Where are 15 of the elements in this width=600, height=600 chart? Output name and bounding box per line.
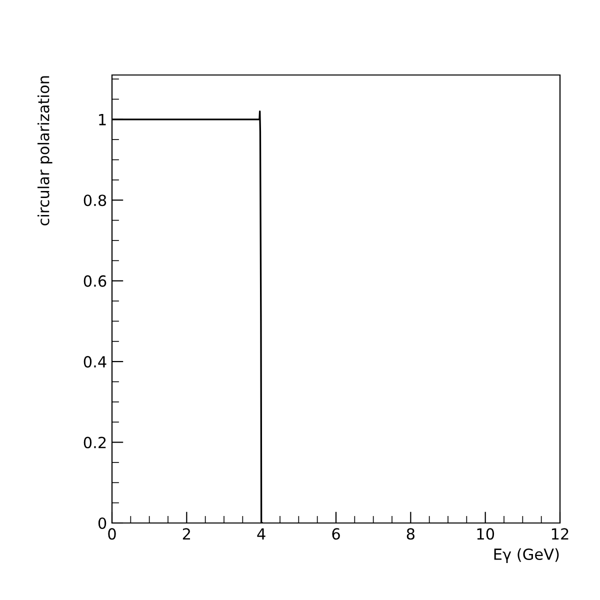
x-tick-label: 2: [182, 528, 190, 540]
y-tick-label: 1: [99, 114, 106, 126]
y-tick-label: 0: [98, 517, 106, 530]
x-tick-label: 8: [406, 528, 414, 540]
y-tick-label: 0.8: [84, 194, 106, 206]
x-tick-label: 6: [332, 528, 340, 540]
y-tick-label: 0.6: [84, 275, 106, 287]
x-tick-label: 0: [108, 528, 116, 540]
y-tick-label: 0.2: [84, 436, 106, 448]
x-tick-label: 12: [552, 528, 568, 540]
y-tick-label: 0.4: [84, 356, 106, 368]
x-tick-label: 10: [477, 528, 494, 540]
x-axis-title: Eγ (GeV): [494, 548, 559, 563]
y-axis-title: circular polarization: [38, 76, 52, 226]
x-tick-label: 4: [257, 528, 266, 540]
